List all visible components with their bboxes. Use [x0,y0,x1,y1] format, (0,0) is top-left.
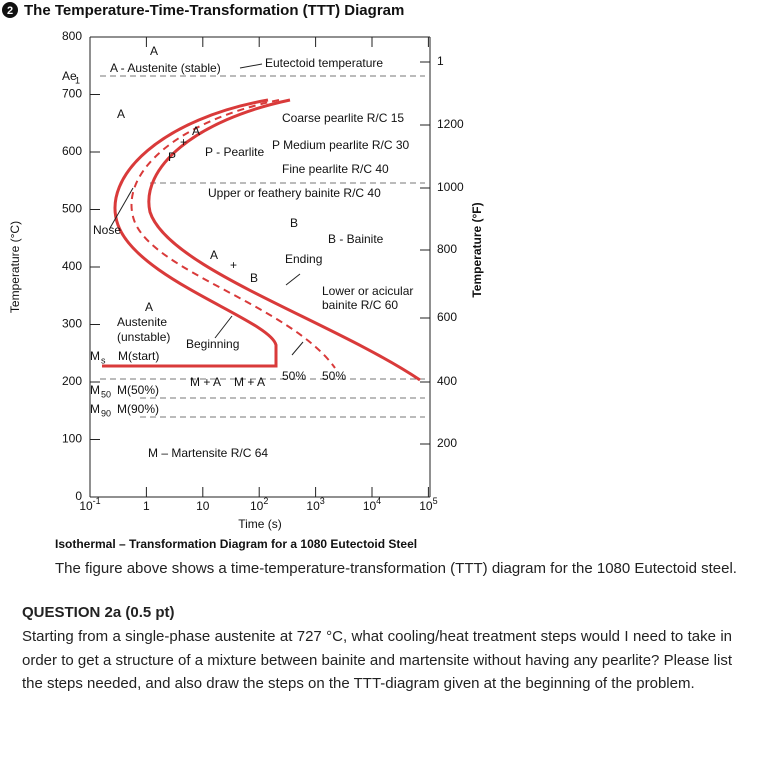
diagram-label: 90 [101,408,111,418]
y2-tick-label: 1000 [437,180,464,194]
x-tick-label: 10-1 [79,496,100,513]
diagram-label: A [150,44,158,58]
question-heading: QUESTION 2a (0.5 pt) [22,604,175,621]
diagram-label: A [210,248,218,262]
x-tick-base: 10 [250,499,264,513]
diagram-label: Ae [62,69,77,83]
y2-tick-label: 600 [437,310,457,324]
caption: Isothermal – Transformation Diagram for … [55,537,417,551]
diagram-label: B - Bainite [328,232,384,246]
diagram-label: A [117,107,125,121]
diagram-label: M [90,402,100,416]
y2-tick-label: 800 [437,242,457,256]
diagram-label: + [230,258,237,272]
diagram-label: P Medium pearlite R/C 30 [272,138,410,152]
number-badge [2,2,18,18]
diagram-label: s [101,355,106,365]
diagram-label: Coarse pearlite R/C 15 [282,111,404,125]
diagram-label: Lower or acicular [322,284,413,298]
y-axis-label: Temperature (°C) [8,221,22,313]
diagram-label: Eutectoid temperature [265,56,383,70]
guide-lines [100,75,425,418]
y2-axis-label: Temperature (°F) [470,202,484,297]
diagram-label: P [168,150,176,164]
x-tick-exponent: 4 [376,496,381,506]
x-tick-label: 10 [196,499,210,513]
x-tick-label: 1 [143,499,150,513]
x-tick-label: 104 [363,496,381,513]
question-body: Starting from a single-phase austenite a… [22,628,732,692]
diagram-label: M(start) [118,349,159,363]
diagram-label: B [290,216,298,230]
diagram-label: 50 [101,389,111,399]
diagram-label: Nose [93,223,121,237]
x-tick-base: 10 [79,499,93,513]
question-number: 2 [7,5,13,17]
diagram-label: A [192,124,200,138]
y-tick-label: 100 [62,432,82,446]
diagram-label: 50% [282,369,306,383]
diagram-label: M – Martensite R/C 64 [148,446,268,460]
x-tick-label: 102 [250,496,268,513]
y2-tick-label: 1 [437,54,444,68]
diagram-label: (unstable) [117,330,170,344]
x-tick-label: 105 [419,496,437,513]
diagram-label: P - Pearlite [205,145,264,159]
diagram-label: Austenite [117,315,167,329]
diagram-label: M + A [190,375,221,389]
y2-tick-label: 1200 [437,117,464,131]
diagram-label: M [90,383,100,397]
y-tick-label: 0 [75,489,82,503]
x-tick-base: 1 [143,499,150,513]
y-tick-label: 500 [62,202,82,216]
y-tick-label: 600 [62,144,82,158]
diagram-label: Upper or feathery bainite R/C 40 [208,186,381,200]
diagram-label: bainite R/C 60 [322,298,398,312]
x-tick-exponent: 2 [263,496,268,506]
x-axis-label: Time (s) [238,517,282,531]
diagram-label: Ending [285,252,322,266]
diagram-label: Fine pearlite R/C 40 [282,162,389,176]
diagram-label: Beginning [186,337,239,351]
y2-tick-label: 200 [437,436,457,450]
y-tick-label: 200 [62,374,82,388]
diagram-label: M + A [234,375,265,389]
x-tick-exponent: 3 [320,496,325,506]
y-tick-label: 800 [62,29,82,43]
diagram-label: B [250,271,258,285]
transformation-curves [102,98,421,382]
figure: 2 The Temperature-Time-Transformation (T… [2,2,484,551]
diagram-label: M(90%) [117,402,159,416]
y-tick-label: 700 [62,87,82,101]
x-tick-base: 10 [306,499,320,513]
x-tick-exponent: -1 [93,496,101,506]
diagram-label: M(50%) [117,383,159,397]
x-tick-base: 10 [419,499,433,513]
diagram-label: A [145,300,153,314]
title: The Temperature-Time-Transformation (TTT… [24,2,404,19]
y-tick-label: 300 [62,317,82,331]
diagram-label: 1 [75,75,80,85]
diagram-label: + [180,135,187,149]
x-tick-base: 10 [196,499,210,513]
y-tick-label: 400 [62,259,82,273]
diagram-label: M [90,349,100,363]
diagram-label: A - Austenite (stable) [110,61,221,75]
x-tick-exponent: 5 [433,496,438,506]
diagram-label: 50% [322,369,346,383]
paragraph: The figure above shows a time-temperatur… [55,560,737,577]
x-tick-label: 103 [306,496,324,513]
x-tick-base: 10 [363,499,377,513]
leaders [109,63,304,356]
y2-tick-label: 400 [437,374,457,388]
